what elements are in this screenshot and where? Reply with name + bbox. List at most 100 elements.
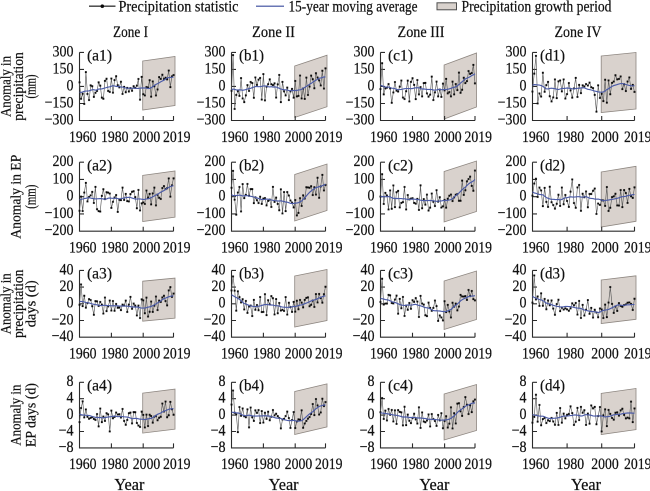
svg-text:(a1): (a1) [87, 48, 112, 65]
svg-text:200: 200 [506, 153, 527, 170]
svg-text:20: 20 [513, 278, 527, 295]
svg-text:1980: 1980 [253, 456, 281, 473]
svg-text:150: 150 [354, 60, 375, 77]
svg-text:−100: −100 [498, 205, 527, 222]
svg-text:1960: 1960 [221, 346, 249, 363]
svg-text:1960: 1960 [221, 456, 249, 473]
svg-text:2000: 2000 [285, 240, 313, 257]
svg-text:−4: −4 [512, 422, 527, 439]
svg-text:20: 20 [212, 278, 226, 295]
svg-text:300: 300 [53, 43, 74, 60]
svg-text:2000: 2000 [591, 456, 619, 473]
svg-text:200: 200 [205, 153, 226, 170]
svg-text:2000: 2000 [434, 456, 462, 473]
svg-text:(a2): (a2) [87, 157, 112, 174]
svg-text:days (d): days (d) [24, 280, 40, 327]
svg-text:(b2): (b2) [239, 157, 264, 174]
svg-text:−40: −40 [353, 328, 375, 345]
svg-text:Zone IV: Zone IV [555, 24, 602, 41]
svg-text:−200: −200 [45, 222, 74, 239]
svg-text:Zone II: Zone II [252, 24, 295, 41]
svg-text:Anomaly in EP: Anomaly in EP [8, 155, 24, 239]
svg-text:150: 150 [53, 60, 74, 77]
svg-text:40: 40 [212, 261, 226, 278]
svg-text:2000: 2000 [133, 129, 161, 146]
svg-text:−300: −300 [498, 111, 527, 128]
svg-text:8: 8 [67, 373, 74, 390]
svg-text:1980: 1980 [402, 129, 430, 146]
svg-text:−20: −20 [52, 311, 74, 328]
svg-text:2000: 2000 [434, 240, 462, 257]
svg-text:40: 40 [513, 261, 527, 278]
svg-text:−40: −40 [52, 328, 74, 345]
svg-text:Anomaly in: Anomaly in [0, 273, 14, 335]
svg-text:precipitation: precipitation [11, 269, 27, 338]
svg-text:−150: −150 [45, 94, 74, 111]
svg-text:(d2): (d2) [540, 157, 565, 174]
svg-text:1960: 1960 [69, 456, 97, 473]
svg-text:−8: −8 [360, 439, 375, 456]
svg-text:−300: −300 [346, 111, 375, 128]
svg-text:2000: 2000 [133, 456, 161, 473]
svg-text:2000: 2000 [591, 129, 619, 146]
svg-text:2019: 2019 [624, 129, 650, 146]
svg-text:−4: −4 [360, 422, 375, 439]
svg-text:0: 0 [67, 77, 74, 94]
svg-text:2000: 2000 [591, 240, 619, 257]
svg-text:2019: 2019 [624, 240, 650, 257]
svg-text:Anomaly in: Anomaly in [0, 55, 14, 117]
svg-text:1980: 1980 [557, 129, 585, 146]
svg-text:15-year moving average: 15-year moving average [289, 0, 418, 16]
svg-text:0: 0 [368, 77, 375, 94]
svg-text:150: 150 [205, 60, 226, 77]
svg-text:0: 0 [520, 188, 527, 205]
svg-text:2019: 2019 [163, 346, 191, 363]
svg-text:300: 300 [205, 43, 226, 60]
svg-text:2019: 2019 [315, 129, 343, 146]
svg-text:1960: 1960 [370, 129, 398, 146]
svg-text:150: 150 [506, 60, 527, 77]
svg-text:300: 300 [506, 43, 527, 60]
svg-text:0: 0 [219, 406, 226, 423]
svg-text:(d4): (d4) [540, 378, 565, 395]
svg-text:200: 200 [354, 153, 375, 170]
svg-text:(mm): (mm) [24, 185, 40, 209]
svg-text:2019: 2019 [315, 240, 343, 257]
svg-text:−40: −40 [204, 328, 226, 345]
svg-text:2019: 2019 [163, 129, 191, 146]
svg-text:0: 0 [520, 77, 527, 94]
svg-text:−100: −100 [45, 205, 74, 222]
svg-text:1980: 1980 [557, 456, 585, 473]
svg-text:2000: 2000 [133, 240, 161, 257]
svg-text:1980: 1980 [101, 129, 129, 146]
svg-text:2000: 2000 [591, 346, 619, 363]
svg-text:−8: −8 [211, 439, 226, 456]
svg-text:4: 4 [219, 390, 226, 407]
svg-text:(c4): (c4) [388, 378, 413, 395]
svg-text:Zone III: Zone III [398, 24, 445, 41]
svg-text:4: 4 [67, 390, 74, 407]
svg-text:0: 0 [520, 295, 527, 312]
svg-text:1980: 1980 [101, 456, 129, 473]
svg-text:2019: 2019 [163, 456, 191, 473]
svg-text:1960: 1960 [522, 456, 550, 473]
svg-text:Anomaly in: Anomaly in [8, 384, 24, 446]
svg-text:(a3): (a3) [87, 266, 112, 283]
svg-text:(mm): (mm) [24, 74, 40, 98]
svg-text:−200: −200 [197, 222, 226, 239]
svg-text:−300: −300 [197, 111, 226, 128]
svg-text:1980: 1980 [101, 346, 129, 363]
svg-text:0: 0 [219, 295, 226, 312]
svg-text:−4: −4 [211, 422, 226, 439]
svg-text:2000: 2000 [285, 456, 313, 473]
svg-text:8: 8 [520, 373, 527, 390]
svg-text:−40: −40 [505, 328, 527, 345]
svg-text:Year: Year [114, 475, 144, 491]
svg-text:−20: −20 [204, 311, 226, 328]
svg-text:(d1): (d1) [540, 48, 565, 65]
svg-text:1960: 1960 [221, 240, 249, 257]
svg-text:1960: 1960 [69, 346, 97, 363]
svg-text:0: 0 [67, 295, 74, 312]
svg-text:1980: 1980 [101, 240, 129, 257]
svg-text:1980: 1980 [402, 240, 430, 257]
